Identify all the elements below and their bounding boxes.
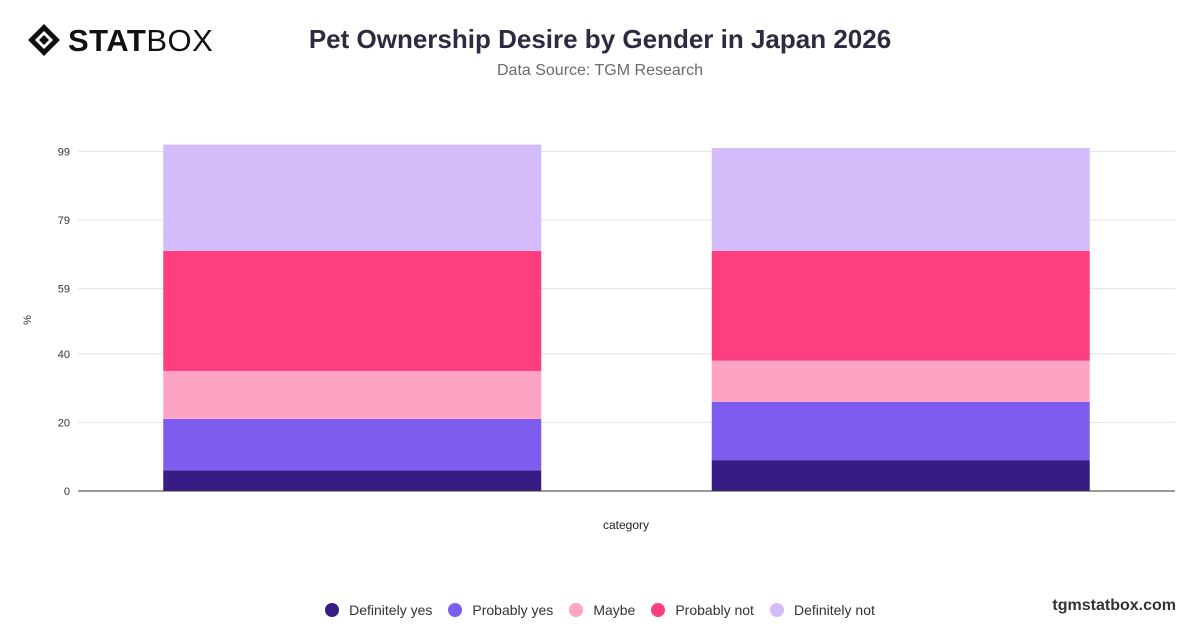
bar-segment-probably-yes xyxy=(163,418,542,471)
legend-item[interactable]: Definitely yes xyxy=(325,602,432,618)
y-tick-label: 59 xyxy=(58,284,70,296)
legend-item[interactable]: Probably not xyxy=(651,602,754,618)
bar-segment-definitely-yes xyxy=(711,460,1090,491)
chart-legend: Definitely yes Probably yes Maybe Probably … xyxy=(0,602,1200,618)
bar-segment-definitely-not xyxy=(711,148,1090,251)
diamond-logo-icon xyxy=(28,24,60,56)
brand-footer: tgmstatbox.com xyxy=(1052,597,1176,614)
legend-item[interactable]: Probably yes xyxy=(448,602,553,618)
legend-dot-icon xyxy=(325,603,340,617)
logo-stat: STAT xyxy=(68,22,147,58)
legend-label: Definitely not xyxy=(793,602,875,618)
bar-segment-probably-yes xyxy=(711,401,1090,461)
bar-segment-definitely-not xyxy=(163,144,542,251)
legend-dot-icon xyxy=(569,603,584,617)
bar-segment-maybe xyxy=(163,370,542,419)
chart-title: Pet Ownership Desire by Gender in Japan … xyxy=(308,24,892,54)
y-axis-label: % xyxy=(22,315,34,325)
logo-box: BOX xyxy=(146,22,214,58)
y-tick-label: 20 xyxy=(58,417,70,429)
y-tick-label: 40 xyxy=(58,349,70,361)
legend-label: Probably yes xyxy=(472,602,554,618)
y-tick-label: 0 xyxy=(64,486,70,498)
legend-dot-icon xyxy=(448,603,463,617)
y-tick-label: 99 xyxy=(58,146,70,158)
legend-item[interactable]: Definitely not xyxy=(769,602,875,618)
legend-label: Definitely yes xyxy=(349,602,433,618)
bar-segment-maybe xyxy=(711,360,1090,402)
legend-item[interactable]: Maybe xyxy=(569,602,635,618)
y-tick-label: 79 xyxy=(58,215,70,227)
legend-dot-icon xyxy=(769,603,784,617)
bar-segment-definitely-yes xyxy=(163,470,542,491)
logo-wordmark: STATBOX xyxy=(68,25,213,56)
statbox-logo: STATBOX xyxy=(26,22,213,58)
bar-segment-probably-not xyxy=(163,250,542,371)
chart-subtitle: Data Source: TGM Research xyxy=(496,62,703,79)
legend-label: Probably not xyxy=(675,602,754,618)
legend-label: Maybe xyxy=(593,602,636,618)
legend-dot-icon xyxy=(651,603,666,617)
x-axis-label: category xyxy=(603,518,649,532)
bar-segment-probably-not xyxy=(711,250,1090,361)
